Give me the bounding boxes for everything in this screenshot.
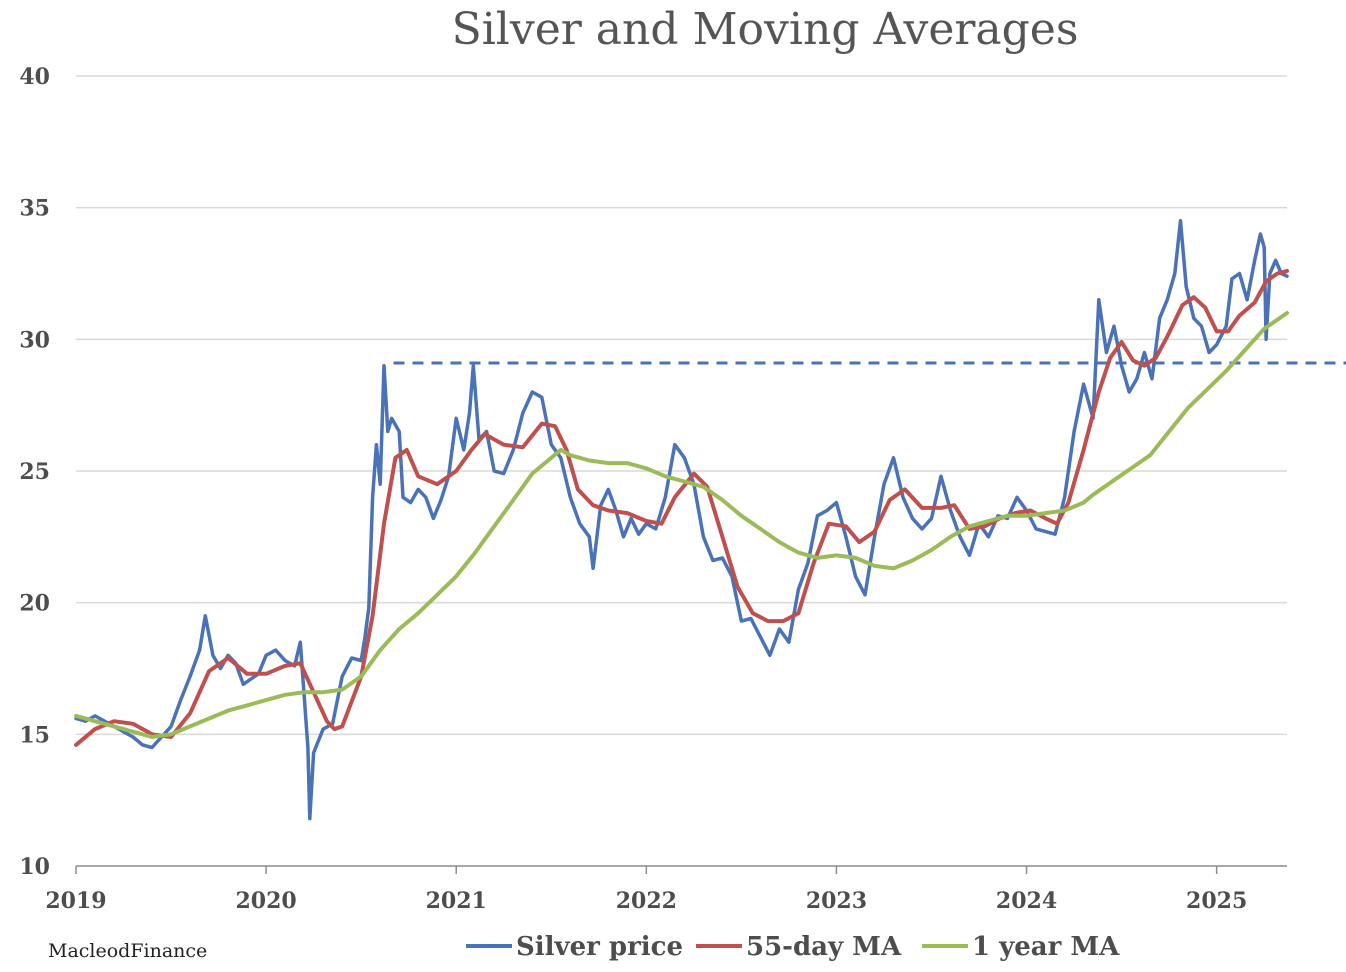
source-label: MacleodFinance bbox=[48, 940, 207, 962]
y-tick-label: 30 bbox=[19, 327, 50, 353]
legend-label-55-day-ma: 55-day MA bbox=[746, 932, 902, 962]
x-tick-label: 2023 bbox=[806, 888, 867, 914]
y-tick-label: 10 bbox=[19, 854, 50, 880]
x-tick-label: 2022 bbox=[616, 888, 677, 914]
x-tick-label: 2020 bbox=[235, 888, 296, 914]
x-tick-label: 2021 bbox=[426, 888, 487, 914]
legend-label-1-year-ma: 1 year MA bbox=[972, 932, 1120, 962]
x-tick-label: 2019 bbox=[45, 888, 106, 914]
x-tick-label: 2024 bbox=[996, 888, 1057, 914]
series-lines bbox=[74, 219, 1289, 821]
x-axis: 2019 2020 2021 2022 2023 2024 2025 bbox=[45, 865, 1287, 914]
legend-label-silver-price: Silver price bbox=[516, 932, 683, 962]
y-tick-label: 40 bbox=[19, 64, 50, 90]
y-axis-ticks: 10 15 20 25 30 35 40 bbox=[19, 64, 50, 880]
y-tick-label: 25 bbox=[19, 459, 50, 485]
gridlines bbox=[76, 75, 1287, 736]
x-tick-label: 2025 bbox=[1186, 888, 1247, 914]
chart-title: Silver and Moving Averages bbox=[452, 4, 1079, 55]
legend: Silver price 55-day MA 1 year MA bbox=[466, 932, 1120, 962]
y-tick-label: 20 bbox=[19, 591, 50, 617]
series-line-silver-price bbox=[74, 219, 1289, 821]
y-tick-label: 15 bbox=[19, 722, 50, 748]
series-line-1-year-ma bbox=[74, 311, 1289, 739]
y-tick-label: 35 bbox=[19, 196, 50, 222]
series-line-55-day-ma bbox=[74, 268, 1289, 747]
